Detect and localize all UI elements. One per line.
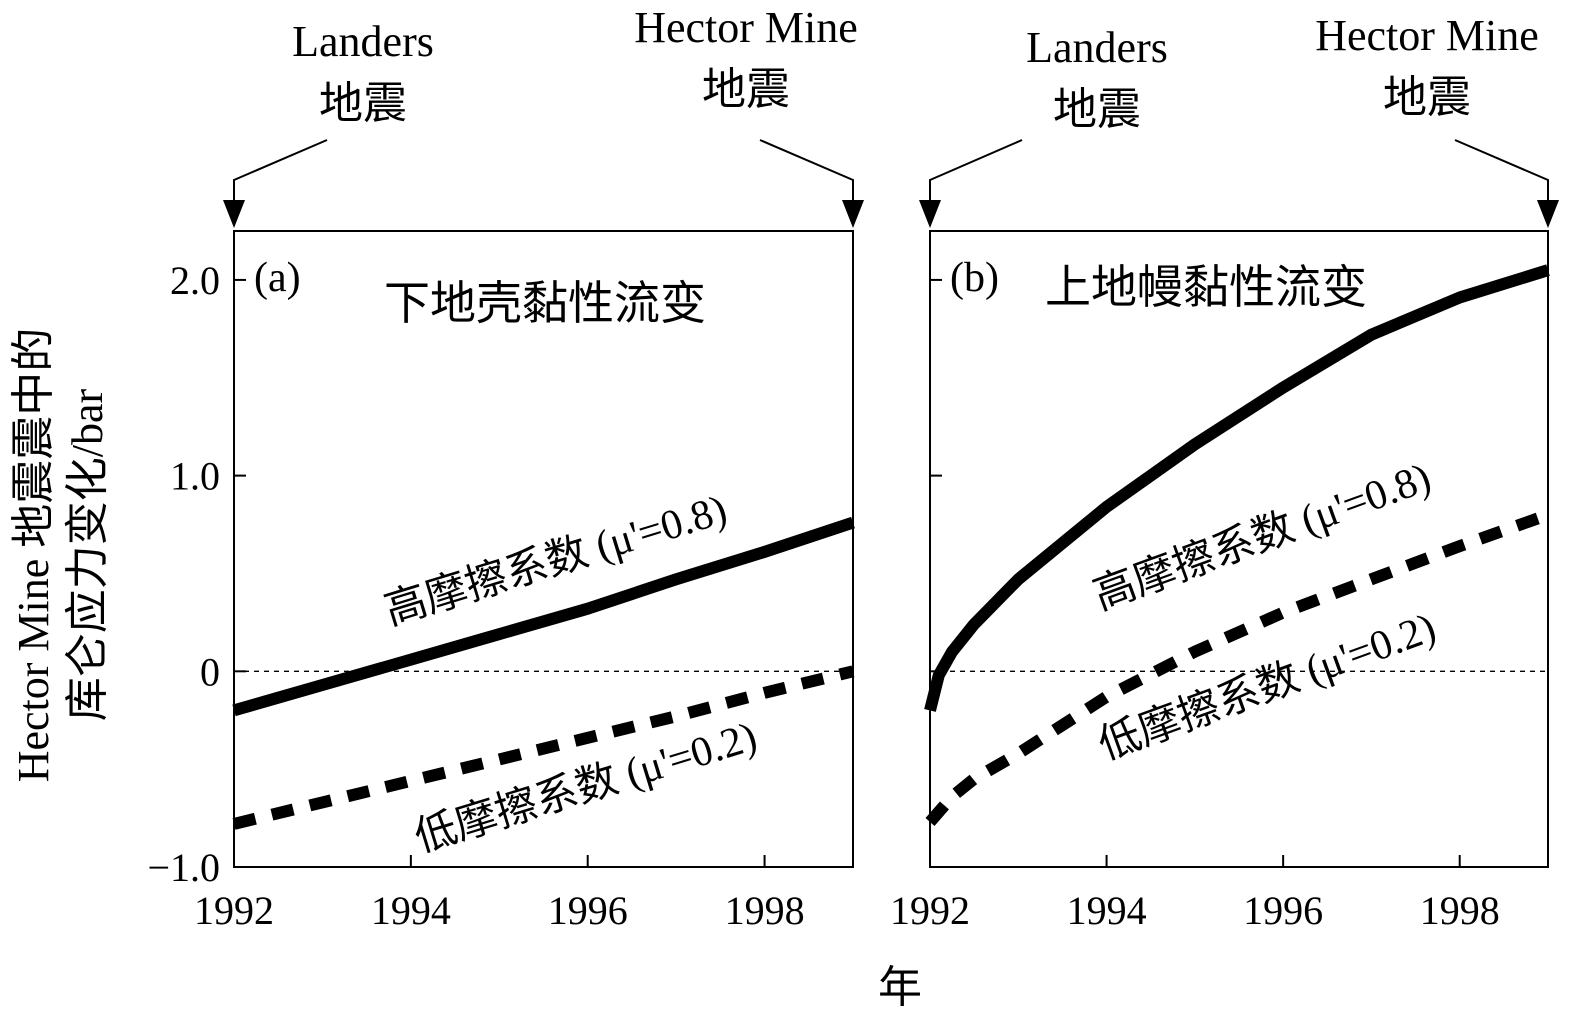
- x-tick-label: 1992: [194, 888, 274, 933]
- x-axis-label: 年: [878, 963, 922, 1012]
- series-high-friction-line: [232, 516, 855, 717]
- event-arrow-head: [919, 200, 941, 228]
- event-arrow-head: [1537, 200, 1559, 228]
- panel-b: 1992 1994 1996 1998(b) 上地幔黏性流变Landers地震Hecto…: [890, 11, 1559, 933]
- event-label: Landers: [292, 17, 434, 66]
- series-label: 低摩擦系数 (μ'=0.2): [1092, 604, 1441, 769]
- series-low-friction-line: [232, 665, 855, 830]
- event-label: 地震: [1383, 73, 1471, 122]
- panel-tag: (a): [254, 255, 301, 301]
- x-tick-label: 1994: [371, 888, 451, 933]
- x-tick-label: 1992: [890, 888, 970, 933]
- event-annotation: Hector Mine 地震: [634, 3, 864, 228]
- y-tick-label: 0: [200, 649, 220, 694]
- y-axis-label-line1: Hector Mine 地震震中的: [9, 328, 58, 783]
- x-tick-label: 1996: [1243, 888, 1323, 933]
- x-tick-label: 1998: [725, 888, 805, 933]
- event-arrow-line: [929, 139, 1023, 205]
- panel-title: 下地壳黏性流变: [384, 278, 706, 329]
- y-tick-label: 2.0: [170, 258, 220, 303]
- event-label: 地震: [319, 79, 407, 128]
- y-tick-label: −1.0: [147, 845, 220, 890]
- y-axis-label-group: Hector Mine 地震震中的 库仑应力变化/bar: [9, 328, 112, 783]
- event-arrow-head: [223, 200, 245, 228]
- series-low-friction-line: [925, 509, 1551, 826]
- event-arrow-line: [759, 139, 854, 205]
- event-label: Hector Mine: [1315, 11, 1539, 60]
- panel-title: 上地幔黏性流变: [1045, 262, 1367, 313]
- event-arrow-line: [1454, 139, 1549, 205]
- event-arrow-head: [842, 200, 864, 228]
- panel-a: −1.0 0 1.0 2.0 1992 1994 1996 1998 (a) 下地壳黏性流变 Lan…: [147, 3, 864, 933]
- y-tick-label: 1.0: [170, 454, 220, 499]
- y-axis-label-line2: 库仑应力变化/bar: [63, 388, 112, 721]
- plot-frame: [929, 230, 1549, 868]
- event-annotation: Landers 地震: [919, 23, 1168, 228]
- event-label: 地震: [702, 65, 790, 114]
- event-label: Landers: [1026, 23, 1168, 72]
- x-tick-label: 1996: [548, 888, 628, 933]
- event-arrow-line: [233, 139, 328, 205]
- x-tick-label: 1994: [1067, 888, 1147, 933]
- event-annotation: Landers 地震: [223, 17, 434, 228]
- panel-tag: (b): [950, 255, 999, 301]
- plot-frame: [233, 230, 854, 868]
- event-label: 地震: [1053, 85, 1141, 134]
- event-label: Hector Mine: [634, 3, 858, 52]
- chart-panels: −1.0 0 1.0 2.0 1992 1994 1996 1998 (a) 下地壳黏性流变 Lan…: [147, 3, 1559, 933]
- series-high-friction-line: [924, 264, 1550, 712]
- event-annotation: Hector Mine 地震: [1315, 11, 1559, 228]
- x-tick-label: 1998: [1420, 888, 1500, 933]
